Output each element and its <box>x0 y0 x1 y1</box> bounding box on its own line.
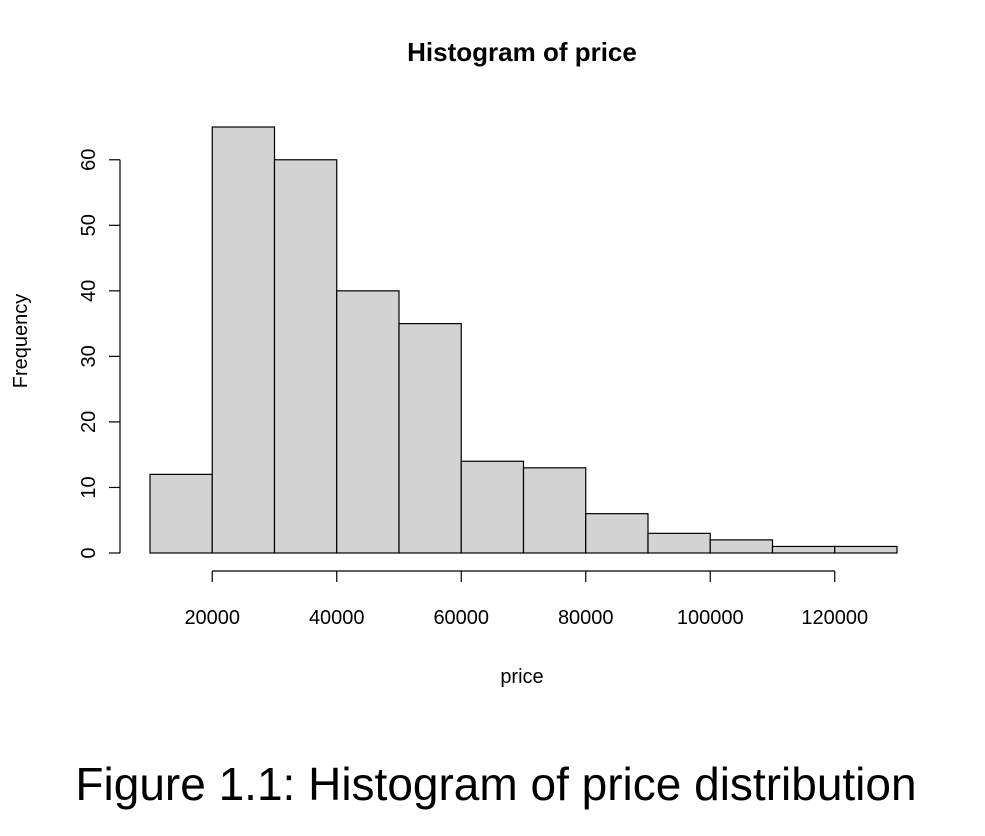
histogram-bar <box>585 513 649 554</box>
histogram-bar <box>771 545 836 554</box>
y-tick-label: 20 <box>78 411 100 433</box>
y-tick-label: 40 <box>78 280 100 302</box>
histogram-bar <box>522 467 587 554</box>
chart-title: Histogram of price <box>407 37 637 67</box>
x-tick-label: 80000 <box>558 607 614 629</box>
x-tick-label: 20000 <box>184 607 240 629</box>
y-tick-label: 30 <box>78 345 100 367</box>
histogram-bar <box>336 290 400 554</box>
histogram-bar <box>460 460 525 554</box>
x-tick-label: 60000 <box>433 607 489 629</box>
histogram-bar <box>647 532 711 554</box>
histogram-bar <box>834 545 898 554</box>
y-tick-label: 0 <box>78 547 100 558</box>
x-axis: 20000 40000 60000 80000 100000 120000 <box>184 570 868 629</box>
y-tick-label: 10 <box>78 476 100 498</box>
x-tick-label: 100000 <box>677 607 744 629</box>
y-axis-title: Frequency <box>10 294 32 389</box>
y-tick-label: 60 <box>78 149 100 171</box>
histogram-bar <box>398 323 462 554</box>
x-tick-label: 120000 <box>801 607 868 629</box>
histogram-bar <box>149 473 213 554</box>
bars <box>149 126 898 554</box>
x-axis-title: price <box>500 666 543 688</box>
y-tick-label: 50 <box>78 214 100 236</box>
x-tick-label: 40000 <box>309 607 365 629</box>
histogram-bar <box>211 126 276 554</box>
figure-caption: Figure 1.1: Histogram of price distribut… <box>75 758 916 810</box>
y-axis: 0 10 20 30 40 50 60 <box>78 149 121 559</box>
histogram-bar <box>273 159 338 554</box>
histogram-bar <box>709 539 774 554</box>
